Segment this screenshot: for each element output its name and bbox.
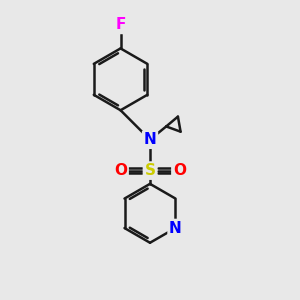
Text: F: F — [116, 17, 126, 32]
Text: S: S — [145, 163, 155, 178]
Text: O: O — [114, 163, 127, 178]
Text: N: N — [169, 220, 182, 236]
Text: N: N — [144, 132, 156, 147]
Text: O: O — [173, 163, 186, 178]
